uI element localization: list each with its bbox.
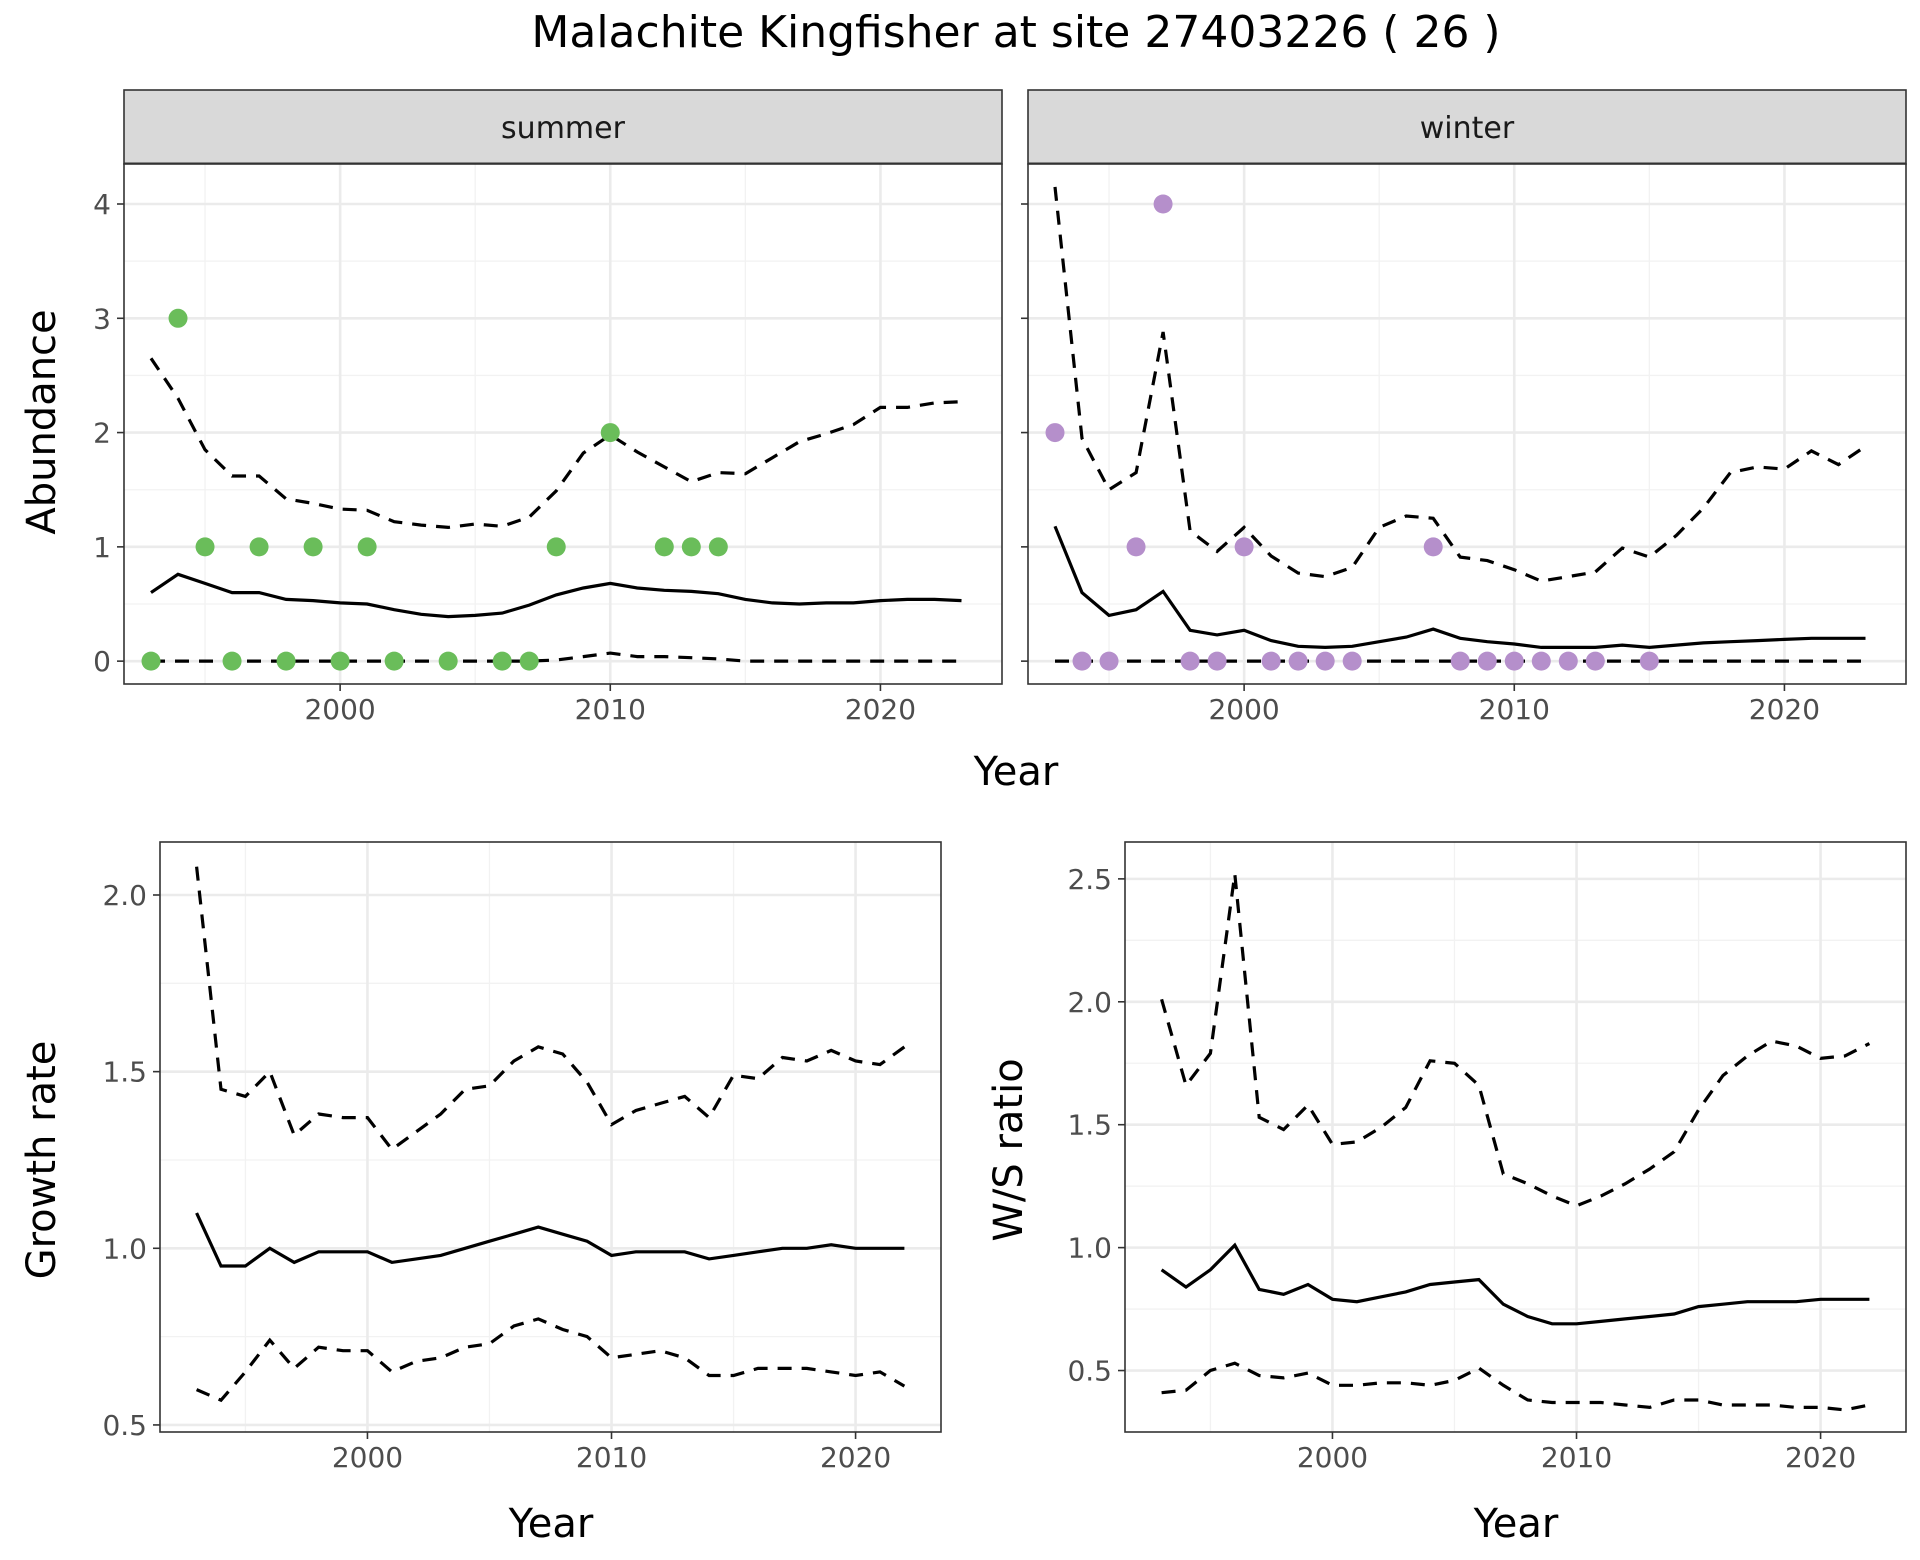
x-tick-label: 2000 [1208, 693, 1279, 726]
panel-background [124, 164, 1002, 684]
facet-strip-label: winter [1420, 111, 1515, 146]
y-tick-label: 1.0 [1067, 1232, 1112, 1265]
y-tick-label: 1.5 [1067, 1109, 1112, 1142]
growth-x-axis-title: Year [508, 1501, 594, 1547]
data-point [1585, 651, 1605, 671]
series-line-upper [149, 357, 962, 530]
series-line-mean [195, 1212, 905, 1268]
data-point [222, 651, 242, 671]
y-tick-label: 1 [93, 531, 111, 564]
panel-summer: summer 2000 2010 2020 0 1 2 3 4 [93, 89, 1003, 726]
top-x-axis-title: Year [973, 749, 1059, 795]
x-tick-label: 2020 [820, 1441, 891, 1474]
data-point [1207, 651, 1227, 671]
y-tick-label: 1.0 [102, 1232, 147, 1265]
data-point [708, 537, 728, 557]
facet-strip [123, 89, 1003, 165]
data-point [681, 537, 701, 557]
data-point [1315, 651, 1335, 671]
data-point [1342, 651, 1362, 671]
panel-winter: winter 2000 2010 2020 [1021, 89, 1907, 726]
x-tick-label: 2010 [575, 693, 646, 726]
series-line-mean [1053, 525, 1866, 650]
y-tick-label: 0.5 [102, 1409, 147, 1442]
series-line-mean [1160, 1242, 1870, 1326]
facet-strip [1027, 89, 1907, 165]
data-point [1558, 651, 1578, 671]
ratio-x-axis-title: Year [1473, 1501, 1559, 1547]
data-point [1180, 651, 1200, 671]
data-point [546, 537, 566, 557]
series-line-upper [1160, 873, 1871, 1208]
y-tick-label: 0.5 [1067, 1355, 1112, 1388]
x-tick-label: 2010 [576, 1441, 647, 1474]
panel-border [1027, 163, 1907, 685]
data-point [168, 308, 188, 328]
data-point [357, 537, 377, 557]
data-point [654, 537, 674, 557]
x-tick-label: 2010 [1479, 693, 1550, 726]
data-point [1099, 651, 1119, 671]
y-tick-label: 2.5 [1067, 863, 1112, 896]
data-point [303, 537, 323, 557]
data-point [1261, 651, 1281, 671]
data-point [195, 537, 215, 557]
panel-border [123, 163, 1003, 685]
y-tick-label: 2.0 [1067, 986, 1112, 1019]
facet-strip-label: summer [501, 111, 626, 146]
panel-growth: 2000 2010 2020 0.5 1.0 1.5 2.0 [102, 841, 942, 1474]
data-point [1423, 537, 1443, 557]
y-tick-label: 2.0 [102, 879, 147, 912]
y-tick-label: 2 [93, 417, 111, 450]
data-point [1153, 194, 1173, 214]
data-point [600, 423, 620, 443]
data-point [1045, 423, 1065, 443]
data-point [1126, 537, 1146, 557]
data-point [1072, 651, 1092, 671]
data-point [1639, 651, 1659, 671]
data-point [1450, 651, 1470, 671]
y-tick-label: 0 [93, 645, 111, 678]
data-point [438, 651, 458, 671]
series-line-lower [151, 651, 962, 663]
panel-border [159, 841, 942, 1433]
data-point [1477, 651, 1497, 671]
y-tick-label: 4 [93, 188, 111, 221]
x-tick-label: 2000 [304, 693, 375, 726]
data-point [1504, 651, 1524, 671]
data-point [384, 651, 404, 671]
y-tick-label: 3 [93, 302, 111, 335]
series-line-lower [1161, 1361, 1870, 1412]
x-tick-label: 2020 [1749, 693, 1820, 726]
x-tick-label: 2010 [1541, 1441, 1612, 1474]
x-tick-label: 2020 [845, 693, 916, 726]
data-point [249, 537, 269, 557]
growth-y-axis-title: Growth rate [19, 1041, 65, 1280]
data-point [519, 651, 539, 671]
data-point [1288, 651, 1308, 671]
main-title: Malachite Kingfisher at site 27403226 ( … [531, 7, 1500, 58]
data-point [141, 651, 161, 671]
panel-background [1028, 164, 1906, 684]
data-point [1531, 651, 1551, 671]
x-tick-label: 2020 [1785, 1441, 1856, 1474]
panel-background [1125, 842, 1906, 1432]
panel-ratio: 2000 2010 2020 0.5 1.0 1.5 2.0 2.5 [1067, 841, 1907, 1474]
series-line-upper [195, 866, 906, 1152]
ratio-y-axis-title: W/S ratio [986, 1058, 1032, 1241]
data-point [330, 651, 350, 671]
series-line-upper [1053, 186, 1867, 583]
data-point [276, 651, 296, 671]
panel-background [160, 842, 941, 1432]
series-line-lower [195, 1317, 906, 1403]
data-point [492, 651, 512, 671]
y-tick-label: 1.5 [102, 1056, 147, 1089]
data-point [1234, 537, 1254, 557]
panel-border [1124, 841, 1907, 1433]
top-y-axis-title: Abundance [19, 309, 65, 534]
x-tick-label: 2000 [332, 1441, 403, 1474]
x-tick-label: 2000 [1297, 1441, 1368, 1474]
series-line-mean [150, 572, 962, 619]
